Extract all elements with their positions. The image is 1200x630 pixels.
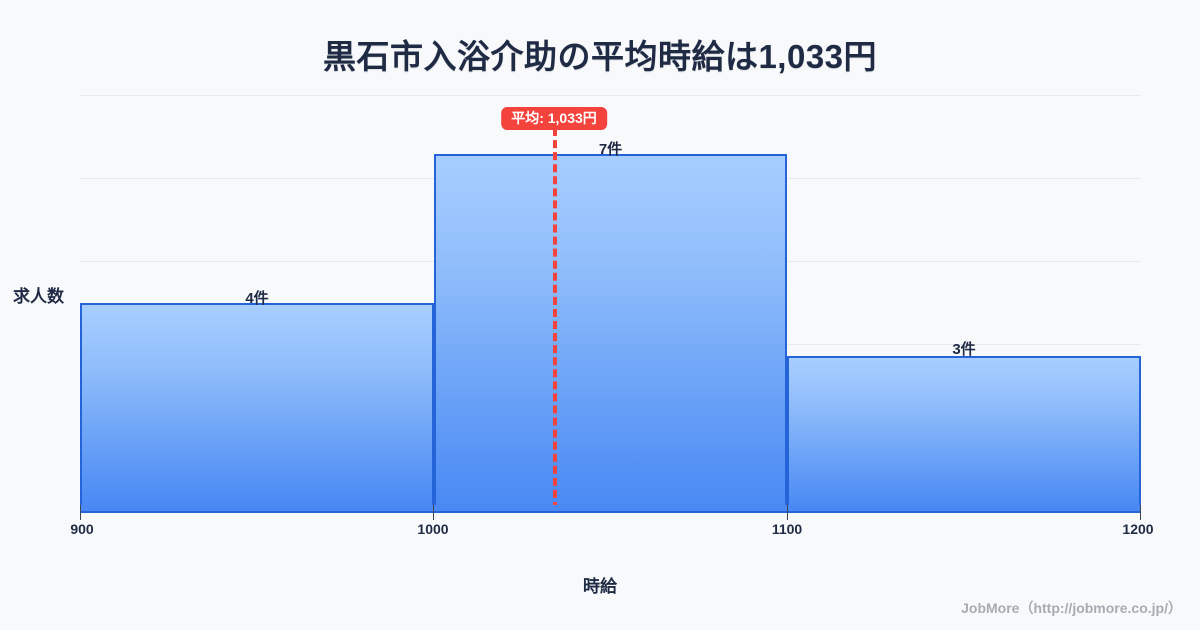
gridline: [80, 95, 1141, 96]
x-axis-tick-label: 1000: [417, 521, 449, 537]
x-axis-tick-label: 1100: [771, 521, 803, 537]
bar-value-label: 4件: [245, 290, 269, 307]
chart-title: 黒石市入浴介助の平均時給は1,033円: [322, 38, 878, 75]
bar-value-label: 7件: [598, 141, 623, 158]
plot-area: [80, 95, 1141, 510]
x-axis-tick: [80, 505, 81, 520]
x-axis-line: [80, 505, 1141, 513]
average-line: [553, 128, 557, 510]
histogram-bar[interactable]: [80, 303, 434, 510]
bar-value-label: 3件: [952, 341, 976, 358]
average-badge: 平均: 1,033円: [501, 107, 607, 130]
x-axis-tick: [433, 505, 434, 520]
x-axis-tick-label: 1200: [1122, 521, 1154, 537]
x-axis-title: 時給: [583, 577, 617, 596]
histogram-bar[interactable]: [434, 154, 787, 510]
x-axis-tick-label: 900: [70, 521, 94, 537]
x-axis-tick: [1140, 505, 1141, 520]
x-axis-tick: [787, 505, 788, 520]
footer-credit: JobMore（http://jobmore.co.jp/）: [961, 600, 1182, 616]
histogram-bar[interactable]: [787, 356, 1141, 510]
y-axis-title: 求人数: [13, 287, 64, 306]
